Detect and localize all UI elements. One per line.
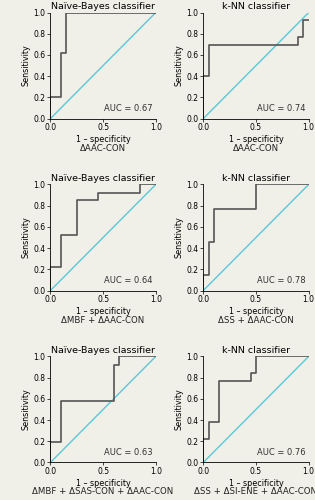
- Y-axis label: Sensitivity: Sensitivity: [22, 216, 31, 258]
- Title: k-NN classifier: k-NN classifier: [222, 346, 290, 355]
- Text: ΔSS + ΔSI-ENE + ΔAAC-CON: ΔSS + ΔSI-ENE + ΔAAC-CON: [194, 488, 315, 496]
- Text: ΔMBF + ΔSAS-CON + ΔAAC-CON: ΔMBF + ΔSAS-CON + ΔAAC-CON: [32, 488, 174, 496]
- Text: Best 3-features: Best 3-features: [0, 377, 2, 442]
- Text: ΔSS + ΔAAC-CON: ΔSS + ΔAAC-CON: [218, 316, 294, 324]
- Text: AUC = 0.74: AUC = 0.74: [257, 104, 306, 114]
- Text: ΔMBF + ΔAAC-CON: ΔMBF + ΔAAC-CON: [61, 316, 145, 324]
- Y-axis label: Sensitivity: Sensitivity: [22, 388, 31, 430]
- Text: Best 2-features: Best 2-features: [0, 205, 2, 270]
- X-axis label: 1 – specificity: 1 – specificity: [76, 136, 130, 144]
- X-axis label: 1 – specificity: 1 – specificity: [76, 479, 130, 488]
- Text: AUC = 0.63: AUC = 0.63: [104, 448, 153, 457]
- X-axis label: 1 – specificity: 1 – specificity: [76, 307, 130, 316]
- X-axis label: 1 – specificity: 1 – specificity: [229, 307, 284, 316]
- Text: AUC = 0.67: AUC = 0.67: [104, 104, 153, 114]
- Title: k-NN classifier: k-NN classifier: [222, 2, 290, 11]
- Y-axis label: Sensitivity: Sensitivity: [175, 216, 184, 258]
- Text: AUC = 0.78: AUC = 0.78: [257, 276, 306, 285]
- Text: AUC = 0.64: AUC = 0.64: [104, 276, 153, 285]
- Title: Naïve-Bayes classifier: Naïve-Bayes classifier: [51, 2, 155, 11]
- Text: ΔAAC-CON: ΔAAC-CON: [233, 144, 279, 152]
- Text: ΔAAC-CON: ΔAAC-CON: [80, 144, 126, 152]
- Title: Naïve-Bayes classifier: Naïve-Bayes classifier: [51, 346, 155, 355]
- Y-axis label: Sensitivity: Sensitivity: [175, 44, 184, 86]
- Title: Naïve-Bayes classifier: Naïve-Bayes classifier: [51, 174, 155, 183]
- Text: AUC = 0.76: AUC = 0.76: [257, 448, 306, 457]
- Text: Best univariate feature: Best univariate feature: [0, 17, 2, 114]
- X-axis label: 1 – specificity: 1 – specificity: [229, 479, 284, 488]
- Y-axis label: Sensitivity: Sensitivity: [175, 388, 184, 430]
- Y-axis label: Sensitivity: Sensitivity: [22, 44, 31, 86]
- X-axis label: 1 – specificity: 1 – specificity: [229, 136, 284, 144]
- Title: k-NN classifier: k-NN classifier: [222, 174, 290, 183]
